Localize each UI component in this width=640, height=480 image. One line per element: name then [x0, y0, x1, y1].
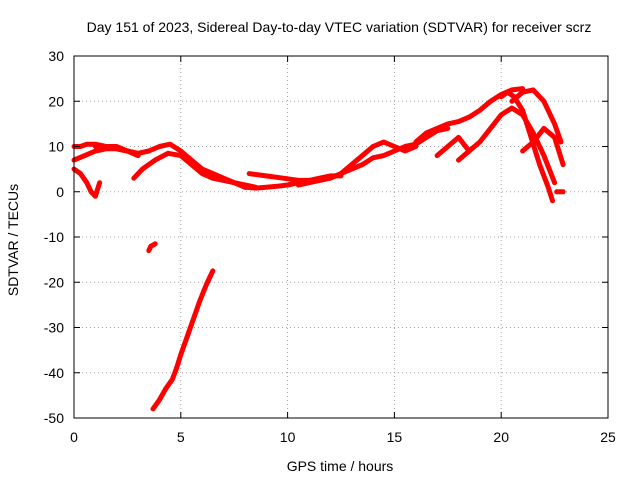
x-tick-labels: 0 5 10 15 20 25 — [70, 429, 616, 445]
x-tick-label: 15 — [387, 429, 403, 445]
series-arc-16 — [520, 125, 566, 168]
y-axis-label: SDTVAR / TECUs — [5, 184, 21, 296]
y-tick-label: -10 — [44, 229, 64, 245]
axis-ticks — [73, 55, 609, 419]
x-tick-label: 25 — [600, 429, 616, 445]
series-arc-14 — [498, 89, 555, 204]
chart-title: Day 151 of 2023, Sidereal Day-to-day VTE… — [87, 19, 592, 35]
y-tick-label: 0 — [56, 184, 64, 200]
data-traces — [71, 86, 566, 412]
series-arc-15 — [509, 87, 564, 145]
series-arc-11 — [338, 125, 451, 177]
series-arc-6 — [146, 241, 158, 254]
y-tick-label: -50 — [44, 410, 64, 426]
y-tick-label: 30 — [48, 48, 64, 64]
y-tick-label: 20 — [48, 93, 64, 109]
y-tick-label: 10 — [48, 139, 64, 155]
series-arc-5 — [131, 150, 259, 190]
x-tick-label: 10 — [280, 429, 296, 445]
series-arc-2 — [71, 166, 103, 199]
y-tick-label: -20 — [44, 274, 64, 290]
series-arc-4 — [92, 141, 248, 190]
y-tick-label: -30 — [44, 320, 64, 336]
series-arc-13 — [456, 105, 558, 186]
series-arc-10 — [295, 139, 419, 188]
grid — [74, 56, 608, 418]
y-tick-label: -40 — [44, 365, 64, 381]
x-axis-label: GPS time / hours — [287, 458, 394, 474]
x-tick-label: 0 — [70, 429, 78, 445]
x-tick-label: 5 — [177, 429, 185, 445]
x-tick-label: 20 — [493, 429, 509, 445]
series-arc-7 — [150, 268, 216, 412]
y-tick-labels: -50 -40 -30 -20 -10 0 10 20 30 — [44, 48, 64, 426]
series-arc-17 — [434, 134, 472, 159]
